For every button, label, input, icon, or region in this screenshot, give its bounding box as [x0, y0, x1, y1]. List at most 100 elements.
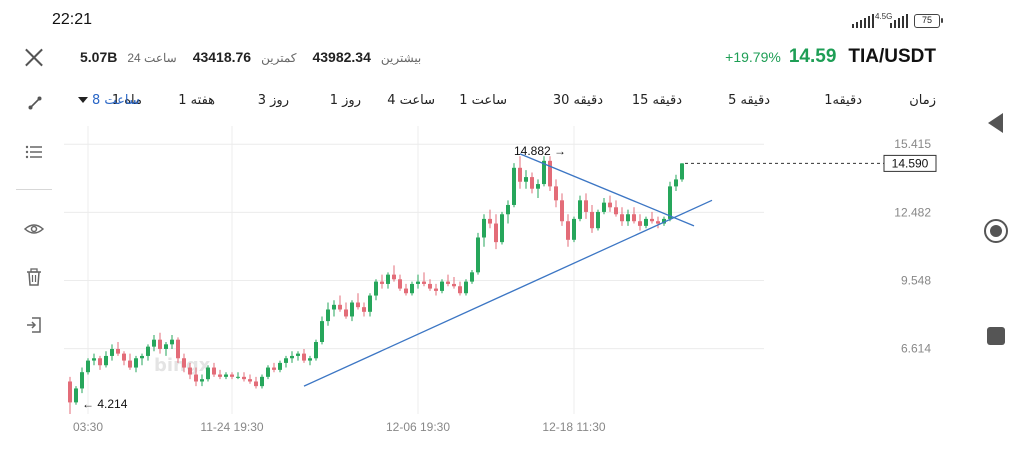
- candle: [482, 214, 486, 247]
- close-icon[interactable]: [24, 47, 44, 67]
- candle-body: [80, 372, 84, 389]
- tab-1m[interactable]: 1دقیقه: [824, 93, 862, 108]
- candle-body: [656, 221, 660, 224]
- candle: [350, 300, 354, 322]
- candle-body: [578, 200, 582, 219]
- status-time: 22:21: [52, 11, 93, 28]
- candle: [470, 270, 474, 284]
- candle: [494, 214, 498, 250]
- candle: [188, 362, 192, 380]
- exit-icon[interactable]: [24, 315, 44, 335]
- network-type-label: 4.5G: [875, 12, 893, 21]
- candle: [560, 193, 564, 226]
- candle-body: [116, 348, 120, 354]
- nav-home-icon[interactable]: [984, 219, 1008, 243]
- candle-body: [668, 186, 672, 219]
- drawing-tool-icon[interactable]: [28, 96, 42, 110]
- visibility-eye-icon[interactable]: [24, 219, 44, 239]
- tab-4h[interactable]: 4 ساعت: [387, 93, 435, 108]
- tab-5m[interactable]: 5 دقیقه: [728, 93, 770, 108]
- candle: [446, 274, 450, 287]
- candle-body: [608, 202, 612, 208]
- candle-body: [128, 360, 132, 368]
- candle-body: [422, 281, 426, 284]
- tab-1h[interactable]: 1 ساعت: [459, 93, 507, 108]
- candle-body: [566, 221, 570, 240]
- y-tick-label: 15.415: [894, 137, 931, 151]
- candle: [116, 342, 120, 356]
- candle: [110, 344, 114, 361]
- tab-1mo[interactable]: 1 ماه: [111, 93, 142, 108]
- nav-back-icon[interactable]: [988, 113, 1003, 133]
- candle: [290, 351, 294, 363]
- pair-name: TIA/USDT: [848, 46, 936, 67]
- candle: [398, 274, 402, 291]
- candle: [200, 374, 204, 387]
- x-axis: 03:30 11-24 19:30 12-06 19:30 12-18 11:30: [73, 420, 606, 434]
- tab-8h-dropdown[interactable]: 8 ساعت: [74, 93, 140, 108]
- candle-body: [176, 339, 180, 359]
- last-price: 14.59: [788, 46, 837, 67]
- candle-body: [428, 283, 432, 289]
- candle-body: [572, 218, 576, 240]
- candle-body: [488, 218, 492, 224]
- candle: [236, 372, 240, 380]
- candle: [488, 209, 492, 229]
- candle: [176, 337, 180, 363]
- candle: [86, 358, 90, 375]
- nav-recent-apps-icon[interactable]: [987, 327, 1005, 345]
- candle-body: [512, 167, 516, 205]
- candle: [260, 374, 264, 389]
- candle: [164, 342, 168, 356]
- tab-1w[interactable]: 1 هفته: [178, 93, 215, 108]
- candle-body: [542, 160, 546, 185]
- candle: [506, 200, 510, 224]
- chevron-down-icon: [78, 97, 88, 103]
- candle-body: [314, 342, 318, 359]
- candle-body: [368, 295, 372, 312]
- pair-block[interactable]: +19.79% 14.59 TIA/USDT: [725, 46, 936, 68]
- candle-body: [494, 223, 498, 243]
- candle: [380, 274, 384, 289]
- candle: [566, 214, 570, 247]
- last-price-label: 14.590: [892, 156, 929, 170]
- last-price-box: [883, 154, 937, 172]
- candle-body: [632, 214, 636, 222]
- candle-body: [506, 204, 510, 215]
- candle-body: [296, 353, 300, 356]
- candle: [128, 353, 132, 370]
- signal-icon: [852, 14, 874, 28]
- candle-body: [98, 358, 102, 366]
- tab-8h-label: 8 ساعت: [92, 93, 140, 108]
- tab-1d[interactable]: 1 روز: [329, 93, 361, 108]
- market-stats: 5.07B 24 ساعت 43418.76 کمترین 43982.34 ب…: [80, 49, 421, 65]
- candle: [542, 156, 546, 187]
- candle: [584, 193, 588, 219]
- candle-body: [152, 339, 156, 347]
- tab-30m[interactable]: 30 دقیقه: [552, 93, 603, 108]
- trash-icon[interactable]: [24, 267, 44, 287]
- candle: [374, 279, 378, 301]
- candle-body: [356, 302, 360, 308]
- candle-body: [644, 218, 648, 226]
- high-value: 43982.34: [312, 49, 371, 65]
- candle-body: [326, 309, 330, 322]
- indicators-list-icon[interactable]: [24, 142, 44, 162]
- candle: [146, 344, 150, 361]
- candle-body: [458, 286, 462, 294]
- candle: [638, 214, 642, 231]
- candle: [680, 163, 684, 182]
- candle: [224, 372, 228, 380]
- tab-3d[interactable]: 3 روز: [257, 93, 289, 108]
- candle-body: [284, 358, 288, 363]
- tab-15m[interactable]: 15 دقیقه: [631, 93, 682, 108]
- battery-icon: 75: [914, 14, 943, 28]
- candle-body: [68, 381, 72, 403]
- candle: [140, 353, 144, 366]
- candle: [254, 376, 258, 389]
- candle-body: [554, 186, 558, 201]
- candle-body: [674, 179, 678, 187]
- candle: [530, 172, 534, 194]
- candle-body: [86, 360, 90, 373]
